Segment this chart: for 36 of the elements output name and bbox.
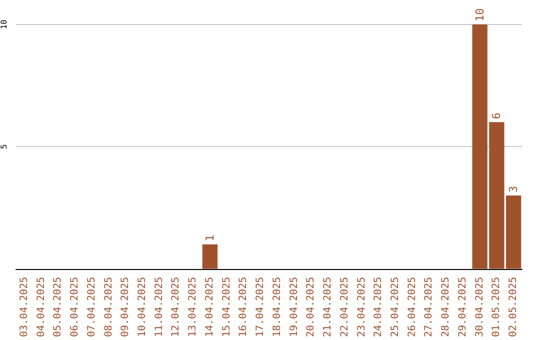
x-tick-label: 08.04.2025 [103, 276, 114, 338]
x-tick-label: 04.04.2025 [36, 276, 47, 338]
x-tick-label: 06.04.2025 [70, 276, 81, 338]
y-tick-label: 5 [0, 144, 8, 150]
x-tick-label: 27.04.2025 [424, 276, 435, 338]
x-tick-label: 23.04.2025 [356, 276, 368, 338]
x-tick-label: 02.05.2025 [508, 276, 520, 338]
x-tick-label: 22.04.2025 [339, 276, 350, 338]
x-tick-label: 25.04.2025 [390, 276, 401, 338]
bar [202, 244, 218, 269]
x-tick-label: 01.05.2025 [491, 276, 502, 338]
x-tick-label: 05.04.2025 [52, 276, 64, 338]
x-tick-label: 20.04.2025 [306, 276, 317, 338]
x-tick-label: 14.04.2025 [204, 276, 216, 338]
x-tick-label: 19.04.2025 [288, 276, 300, 338]
x-tick-label: 18.04.2025 [272, 276, 283, 338]
x-tick-label: 09.04.2025 [120, 276, 132, 338]
x-tick-label: 17.04.2025 [255, 276, 266, 338]
data-label: 3 [507, 186, 520, 192]
x-tick-label: 30.04.2025 [474, 276, 486, 338]
x-tick-label: 12.04.2025 [170, 276, 182, 338]
x-tick-label: 03.04.2025 [18, 276, 30, 338]
x-tick-label: 16.04.2025 [238, 276, 250, 338]
x-tick-label: 10.04.2025 [137, 276, 148, 338]
x-tick-label: 28.04.2025 [440, 276, 452, 338]
data-label: 6 [490, 112, 504, 120]
x-tick-label: 24.04.2025 [373, 276, 384, 338]
x-tick-label: 13.04.2025 [188, 276, 199, 338]
x-tick-label: 26.04.2025 [406, 276, 418, 338]
x-tick-label: 29.04.2025 [457, 276, 468, 338]
x-tick-label: 21.04.2025 [322, 276, 334, 338]
x-tick-label: 15.04.2025 [221, 276, 232, 338]
data-label: 10 [473, 8, 486, 22]
data-label: 1 [203, 234, 216, 242]
x-tick-label: 11.04.2025 [154, 276, 165, 338]
x-tick-label: 07.04.2025 [86, 276, 98, 338]
